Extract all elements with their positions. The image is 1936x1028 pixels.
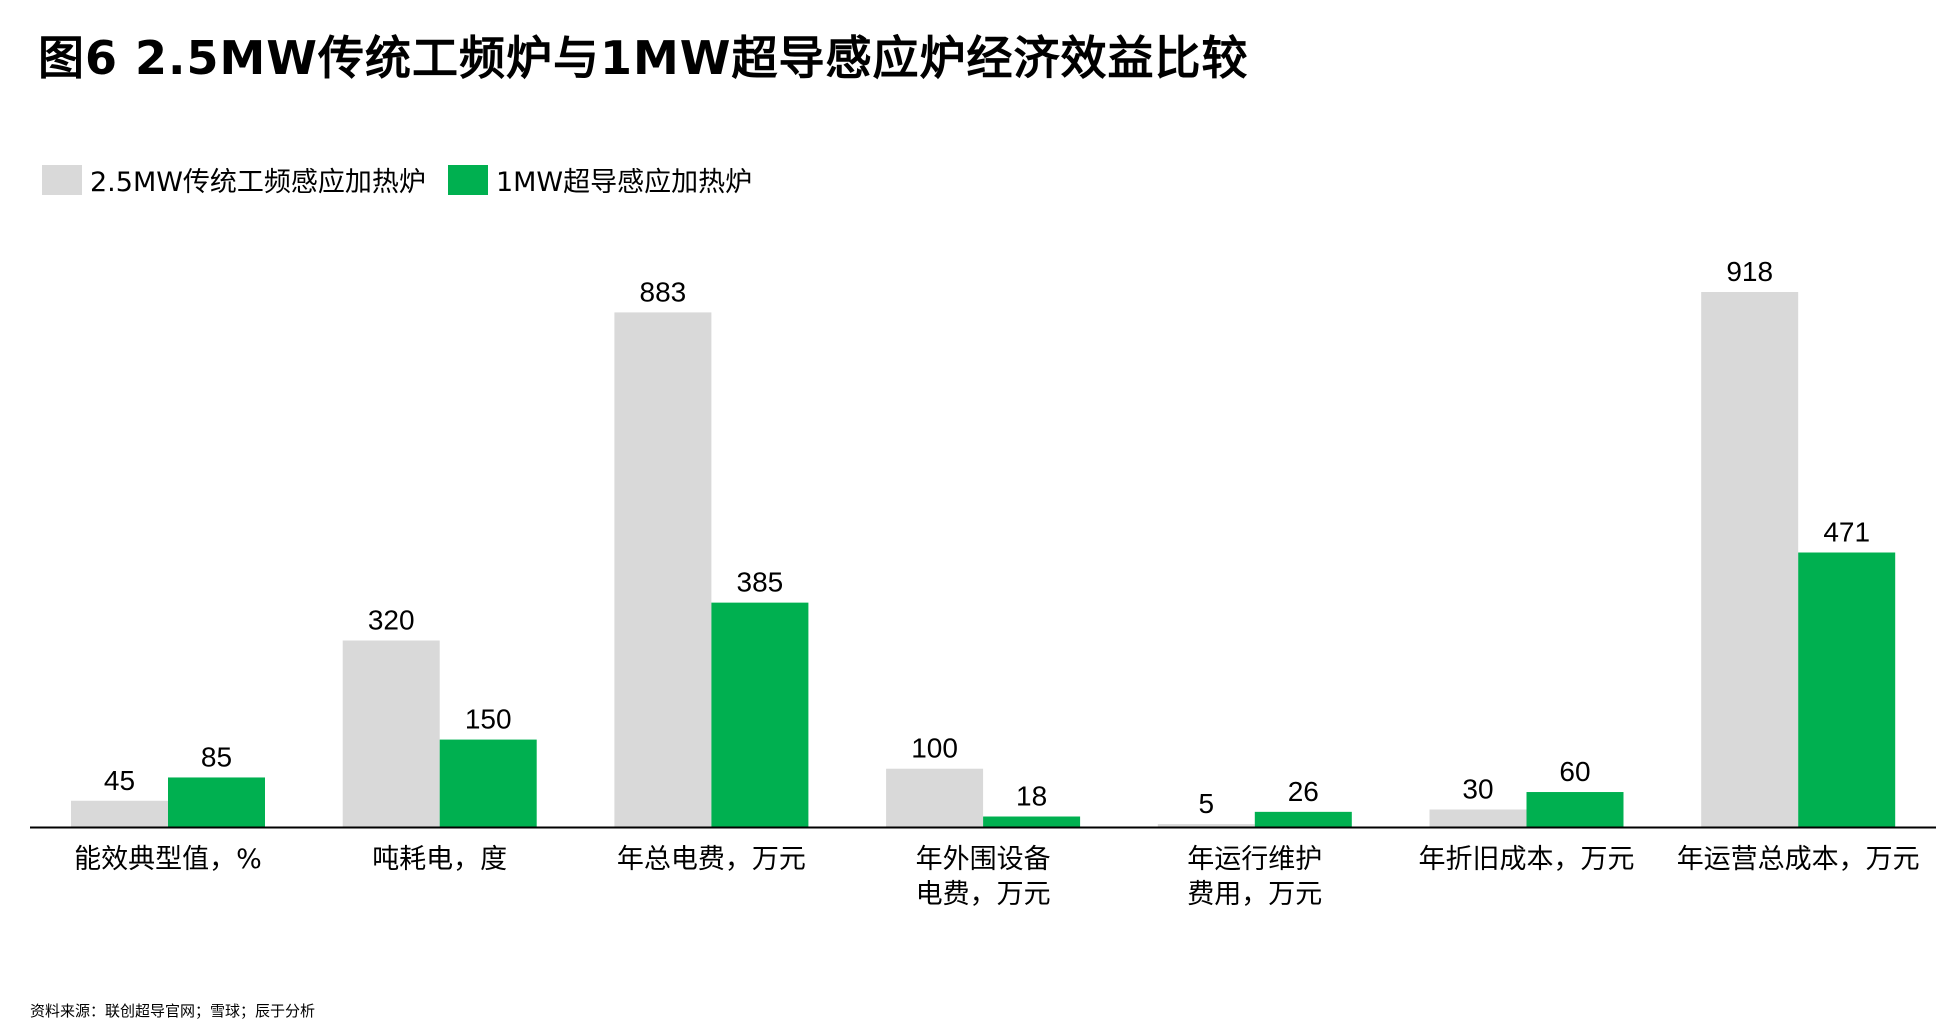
data-label-superconducting-3: 18 — [1016, 781, 1047, 812]
bar-superconducting-6 — [1798, 552, 1896, 827]
x-tick-label-3-1: 电费，万元 — [916, 879, 1051, 910]
x-tick-label-4-0: 年运行维护 — [1187, 844, 1322, 875]
x-tick-label-2-0: 年总电费，万元 — [617, 844, 806, 875]
data-label-traditional-1: 320 — [368, 605, 415, 636]
data-label-superconducting-2: 385 — [737, 567, 784, 598]
data-label-superconducting-5: 60 — [1559, 756, 1590, 787]
source-note: 资料来源：联创超导官网；雪球；辰于分析 — [30, 1002, 316, 1020]
bar-superconducting-1 — [439, 739, 537, 827]
x-tick-label-0-0: 能效典型值，% — [74, 844, 262, 875]
bar-superconducting-3 — [983, 816, 1081, 827]
bar-superconducting-5 — [1526, 792, 1624, 827]
bar-traditional-5 — [1429, 809, 1527, 827]
x-tick-label-3-0: 年外围设备 — [916, 844, 1051, 875]
bar-chart: 45 85 能效典型值，% 320 150 吨耗电，度 883 385 年总电费，万元 100 18… — [30, 256, 1936, 910]
data-label-traditional-2: 883 — [640, 276, 687, 307]
x-tick-label-6-0: 年运营总成本，万元 — [1677, 844, 1920, 875]
bar-superconducting-2 — [711, 602, 809, 827]
legend-label-superconducting: 1MW超导感应加热炉 — [495, 167, 753, 198]
x-tick-label-5-0: 年折旧成本，万元 — [1419, 844, 1635, 875]
data-label-superconducting-4: 26 — [1288, 776, 1319, 807]
legend-swatch-traditional — [42, 164, 82, 195]
data-label-superconducting-0: 85 — [201, 741, 232, 772]
data-label-superconducting-6: 471 — [1823, 517, 1870, 548]
data-label-superconducting-1: 150 — [465, 704, 512, 735]
x-tick-label-1-0: 吨耗电，度 — [372, 844, 507, 875]
bar-superconducting-0 — [168, 777, 265, 827]
legend-label-traditional: 2.5MW传统工频感应加热炉 — [90, 167, 426, 198]
chart-title: 图6 2.5MW传统工频炉与1MW超导感应炉经济效益比较 — [38, 31, 1249, 85]
bar-superconducting-4 — [1254, 811, 1352, 827]
legend-item-superconducting: 1MW超导感应加热炉 — [447, 160, 753, 199]
data-label-traditional-6: 918 — [1726, 256, 1773, 287]
legend-item-traditional: 2.5MW传统工频感应加热炉 — [42, 160, 426, 199]
data-label-traditional-3: 100 — [911, 733, 958, 764]
x-tick-label-4-1: 费用，万元 — [1187, 879, 1322, 910]
bar-traditional-1 — [342, 640, 440, 827]
bar-traditional-4 — [1157, 824, 1255, 827]
legend-swatch-superconducting — [447, 164, 488, 195]
data-label-traditional-4: 5 — [1199, 788, 1215, 819]
bar-traditional-2 — [614, 312, 712, 828]
bar-traditional-3 — [886, 768, 984, 827]
data-label-traditional-5: 30 — [1462, 774, 1493, 805]
bar-traditional-6 — [1701, 292, 1799, 827]
bar-traditional-0 — [71, 800, 168, 827]
data-label-traditional-0: 45 — [104, 765, 135, 796]
legend: 2.5MW传统工频感应加热炉 1MW超导感应加热炉 — [42, 160, 774, 199]
